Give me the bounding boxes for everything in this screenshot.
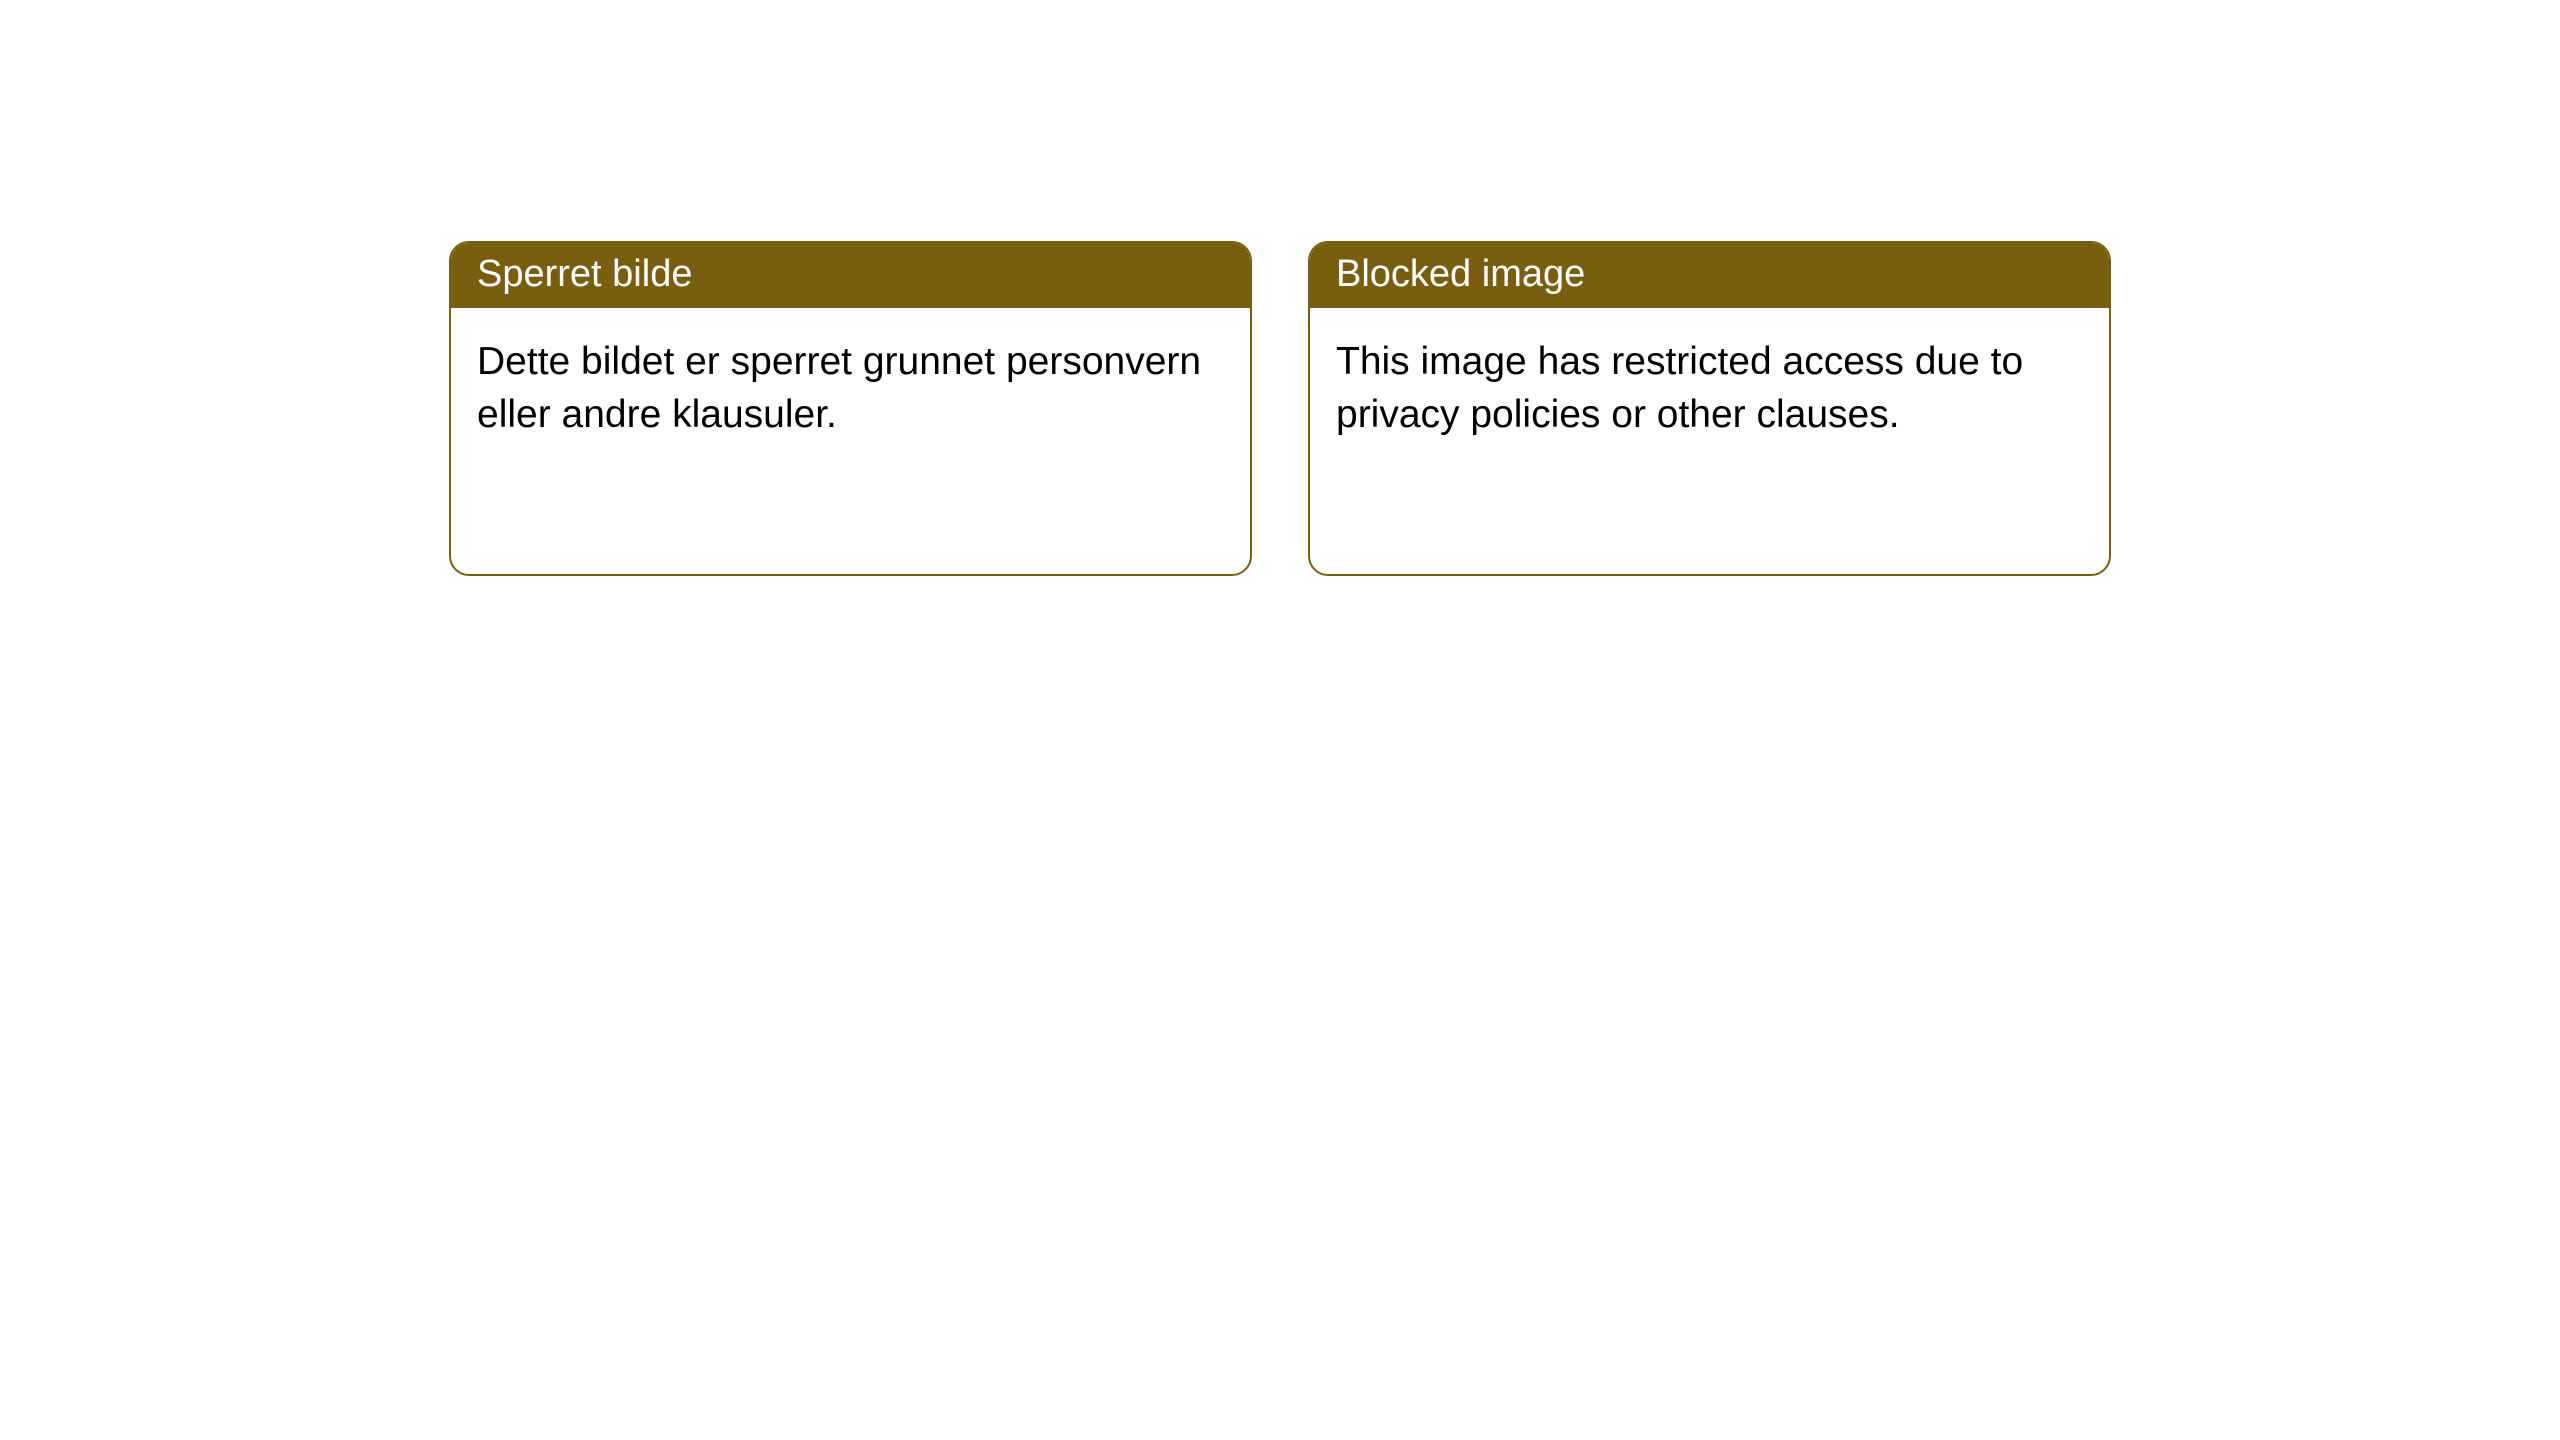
notice-container: Sperret bilde Dette bildet er sperret gr… [0,0,2560,576]
notice-title: Sperret bilde [451,243,1250,308]
notice-card-norwegian: Sperret bilde Dette bildet er sperret gr… [449,241,1252,576]
notice-title: Blocked image [1310,243,2109,308]
notice-card-english: Blocked image This image has restricted … [1308,241,2111,576]
notice-body-text: This image has restricted access due to … [1310,308,2109,469]
notice-body-text: Dette bildet er sperret grunnet personve… [451,308,1250,469]
